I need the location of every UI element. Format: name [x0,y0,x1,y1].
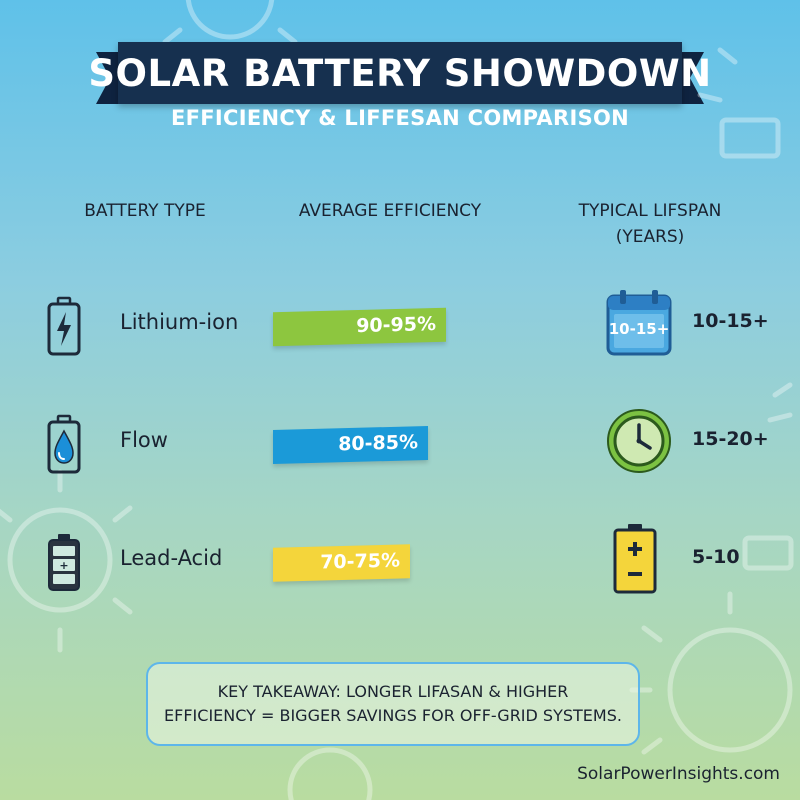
column-header-lifespan-line1: TYPICAL LIFSPAN [578,201,722,221]
title-banner: SOLAR BATTERY SHOWDOWN [88,42,711,104]
efficiency-value: 80-85% [338,431,418,456]
column-header-battery-type: BATTERY TYPE [84,201,206,221]
battery-row-flow: Flow 80-85% 15-20+ [0,406,800,476]
page-subtitle: EFFICIENCY & LIFFESAN COMPARISON [170,106,630,130]
lightning-battery-icon [47,296,81,356]
battery-type-name: Lead-Acid [120,546,223,570]
key-takeaway-line2: EFFICIENCY = BIGGER SAVINGS FOR OFF-GRID… [164,706,622,725]
footer-site-link[interactable]: SolarPowerInsights.com [577,764,780,784]
calendar-icon: 10-15+ [604,288,674,358]
key-takeaway-box: KEY TAKEAWAY: LONGER LIFASAN & HIGHER EF… [146,662,640,746]
sun-decoration-icon [667,627,793,753]
plus-minus-battery-icon [613,524,657,594]
column-header-lifespan: TYPICAL LIFSPAN (YEARS) [560,198,740,250]
key-takeaway-line1: KEY TAKEAWAY: LONGER LIFASAN & HIGHER [217,682,569,701]
efficiency-bar-fill: 70-75% [273,544,410,582]
battery-row-lead-acid: + Lead-Acid 70-75% 5-10 [0,524,800,594]
water-drop-battery-icon [47,414,81,474]
lead-acid-battery-icon: + [48,534,80,591]
clock-icon [607,409,671,473]
lifespan-value: 15-20+ [692,428,769,450]
lifespan-value: 10-15+ [692,310,769,332]
efficiency-value: 90-95% [356,312,436,338]
svg-text:+: + [59,559,68,572]
battery-type-name: Lithium-ion [120,310,239,334]
column-header-lifespan-line2: (YEARS) [615,227,685,247]
sun-decoration-icon [287,747,373,800]
efficiency-bar-fill: 80-85% [273,425,428,465]
efficiency-value: 70-75% [320,549,400,574]
efficiency-bar: 90-95% [273,307,455,347]
sun-decoration-icon [185,0,275,40]
battery-type-name: Flow [120,428,168,452]
calendar-icon-text: 10-15+ [608,320,670,338]
efficiency-bar: 70-75% [273,544,455,582]
column-header-efficiency: AVERAGE EFFICIENCY [298,201,482,221]
efficiency-bar: 80-85% [273,425,455,465]
battery-row-lithium-ion: Lithium-ion 90-95% 10-15+ 10-15+ [0,288,800,358]
page-title: SOLAR BATTERY SHOWDOWN [88,51,712,95]
efficiency-bar-fill: 90-95% [273,307,446,347]
lifespan-value: 5-10 [692,546,740,568]
